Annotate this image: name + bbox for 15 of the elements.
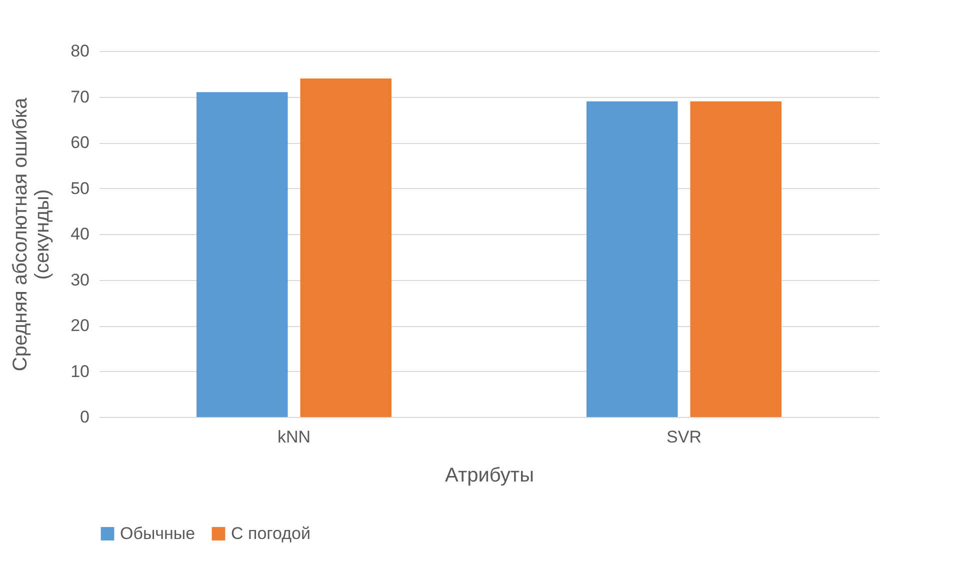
- y-tick-label: 70: [70, 87, 90, 106]
- legend-label: Обычные: [120, 524, 196, 543]
- y-tick-label: 10: [70, 362, 90, 381]
- y-tick-label: 20: [70, 316, 90, 335]
- y-tick-label: 60: [70, 133, 90, 152]
- y-tick-label: 30: [70, 270, 90, 290]
- x-tick-label: SVR: [666, 428, 702, 446]
- x-axis-title: Атрибуты: [445, 464, 534, 486]
- y-tick-label: 50: [70, 178, 90, 198]
- y-axis-title: Средняя абсолютная ошибка (секунды): [10, 96, 54, 372]
- legend-label: С погодой: [231, 524, 310, 543]
- x-tick-label: kNN: [277, 428, 311, 446]
- y-tick-label: 0: [80, 408, 90, 426]
- y-tick-label: 80: [70, 42, 90, 60]
- y-tick-label: 40: [70, 224, 90, 244]
